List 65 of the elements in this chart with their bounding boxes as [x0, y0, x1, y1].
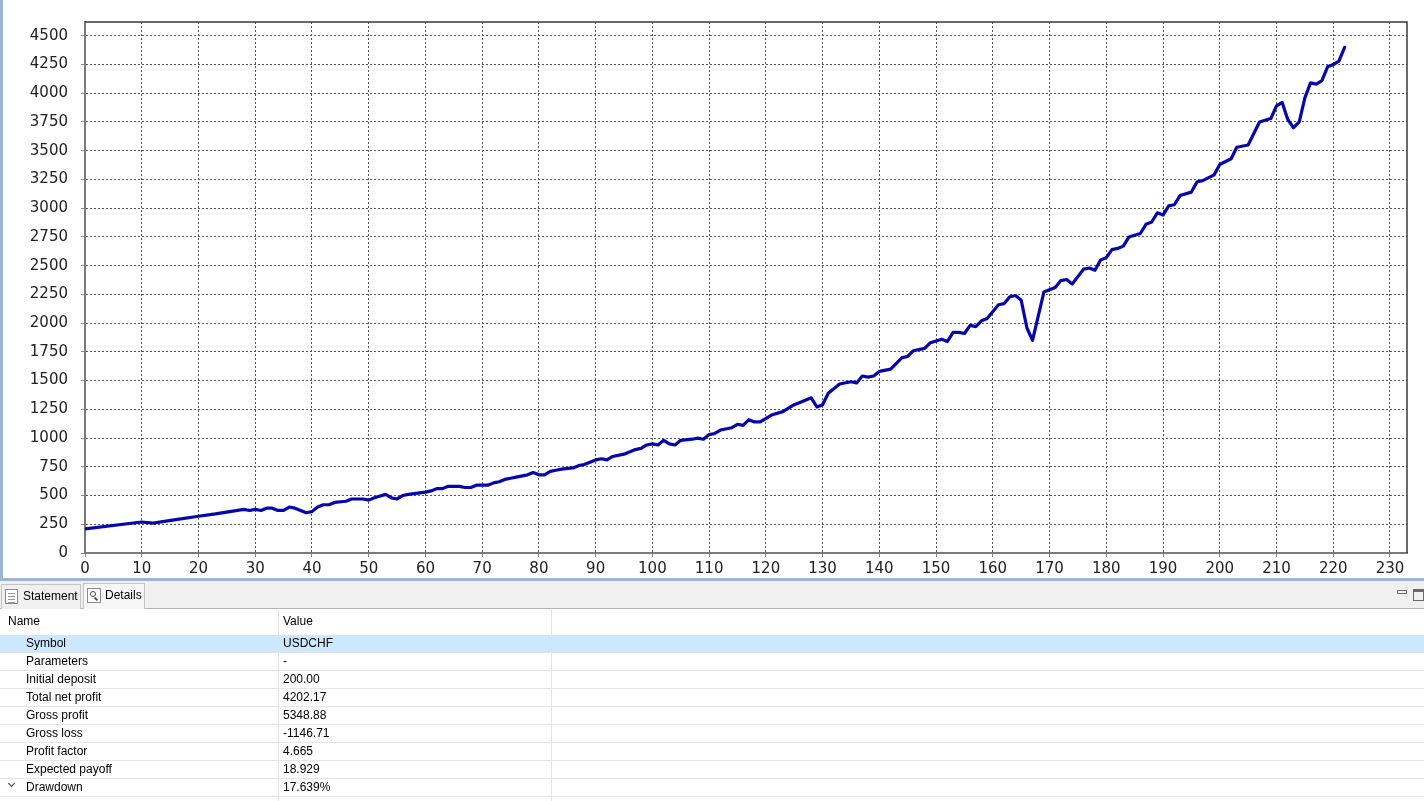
- x-tick-label: 230: [1375, 558, 1405, 577]
- x-tick-label: 90: [586, 558, 606, 577]
- x-tick-label: 100: [638, 558, 667, 577]
- x-tick-label: 200: [1205, 558, 1235, 577]
- text: 4202.17: [283, 690, 327, 704]
- x-tick-label: 20: [188, 558, 209, 577]
- y-tick-label: 4250: [29, 54, 68, 73]
- text: USDCHF: [283, 636, 333, 650]
- x-tick-label: 60: [415, 558, 435, 577]
- x-tick-label: 130: [808, 558, 837, 577]
- y-tick-label: 4500: [29, 25, 68, 44]
- x-tick-label: 220: [1318, 558, 1348, 577]
- category-label: Gross loss: [26, 725, 83, 742]
- text: Statement: [23, 588, 78, 605]
- text: Value: [283, 613, 313, 630]
- y-tick-label: 1500: [29, 370, 68, 389]
- text: 5348.88: [283, 708, 327, 722]
- text: Name: [8, 613, 41, 630]
- x-tick-label: 30: [245, 558, 265, 577]
- y-tick-label: 3750: [29, 111, 68, 130]
- y-tick-label: 0: [58, 542, 68, 561]
- y-tick-label: 2000: [29, 313, 68, 332]
- text: Details: [105, 587, 142, 604]
- x-tick-label: 210: [1262, 558, 1291, 577]
- x-tick-label: 140: [865, 558, 894, 577]
- category-label: Symbol: [26, 635, 67, 652]
- category-label: Drawdown: [26, 779, 83, 796]
- y-tick-label: 1000: [29, 427, 68, 446]
- y-tick-label: 1250: [29, 399, 68, 418]
- x-tick-label: 160: [978, 558, 1008, 577]
- category-label: Expected payoff: [26, 761, 112, 778]
- text: 18.929: [283, 762, 320, 776]
- x-tick-label: 70: [472, 558, 492, 577]
- y-tick-label: 2750: [29, 226, 68, 245]
- x-tick-label: 50: [359, 558, 379, 577]
- category-label: Parameters: [26, 653, 89, 670]
- y-tick-label: 4000: [29, 83, 68, 102]
- x-tick-label: 190: [1148, 558, 1178, 577]
- y-tick-label: 3500: [29, 140, 68, 159]
- category-label: Gross profit: [26, 707, 89, 724]
- text: -1146.71: [283, 726, 330, 740]
- x-tick-label: 40: [302, 558, 322, 577]
- y-tick-label: 3000: [29, 198, 68, 217]
- x-tick-label: 120: [751, 558, 781, 577]
- x-tick-label: 80: [529, 558, 549, 577]
- text: -: [283, 654, 287, 668]
- y-tick-label: 500: [39, 485, 68, 504]
- text: 17.639%: [283, 780, 331, 794]
- y-tick-label: 3250: [29, 169, 68, 188]
- category-label: Total net profit: [26, 689, 102, 706]
- text: 4.665: [283, 744, 314, 758]
- category-label: Initial deposit: [26, 671, 97, 688]
- x-tick-label: 150: [921, 558, 951, 577]
- y-tick-label: 2250: [29, 284, 68, 303]
- x-tick-label: 110: [694, 558, 724, 577]
- y-tick-label: 250: [39, 514, 68, 533]
- x-tick-label: 180: [1091, 558, 1121, 577]
- text: 200.00: [283, 672, 320, 686]
- y-tick-label: 750: [39, 456, 68, 475]
- y-tick-label: 1750: [29, 341, 68, 360]
- x-tick-label: 10: [132, 558, 152, 577]
- category-label: Profit factor: [26, 743, 88, 760]
- x-tick-label: 0: [80, 558, 90, 577]
- y-tick-label: 2500: [29, 255, 68, 274]
- x-tick-label: 170: [1035, 558, 1064, 577]
